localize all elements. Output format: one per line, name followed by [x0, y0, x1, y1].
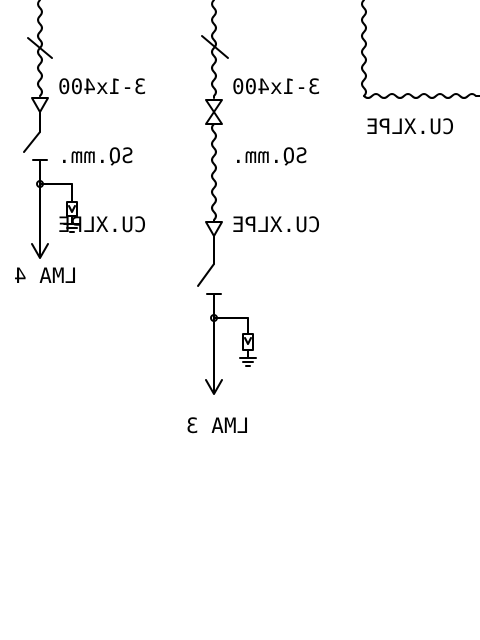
cable-wavy-line-2b: [211, 123, 217, 223]
cable-material-text: CU.XLPE: [232, 213, 321, 237]
cable-wavy-line-2: [211, 0, 217, 99]
cable-material-text: CU.XLPE: [58, 213, 147, 237]
cable-unit-text: SQ.mm.: [58, 144, 134, 168]
termination-bowtie-2: [205, 99, 223, 125]
cable-slash-2: [201, 35, 229, 59]
load-label-lma3: LMA 3: [186, 414, 250, 438]
cable-spec-label-1: 3-1x400 SQ.mm. CU.XLPE: [58, 30, 170, 260]
arrester-arrow-1: [68, 205, 76, 213]
cable-wavy-line-3: [361, 0, 367, 97]
breaker-contact-1: [23, 131, 41, 153]
cable-wavy-line-3h: [363, 93, 480, 99]
terminator-triangle-2: [205, 221, 223, 237]
cable-size-text: 3-1x400: [232, 75, 321, 99]
cable-slash-1: [27, 37, 53, 59]
arrester-arrow-2: [244, 337, 252, 345]
breaker-contact-2: [197, 263, 215, 287]
load-arrow-1: [31, 243, 49, 259]
cable-spec-label-2: 3-1x400 SQ.mm. CU.XLPE: [232, 30, 344, 260]
load-arrow-2: [205, 379, 223, 395]
terminator-triangle-1: [31, 97, 49, 113]
right-cable-label: CU.XLPE: [366, 115, 455, 139]
load-label-lma4: LMA 4: [14, 264, 78, 288]
cable-size-text: 3-1x400: [58, 75, 147, 99]
cable-unit-text: SQ.mm.: [232, 144, 308, 168]
